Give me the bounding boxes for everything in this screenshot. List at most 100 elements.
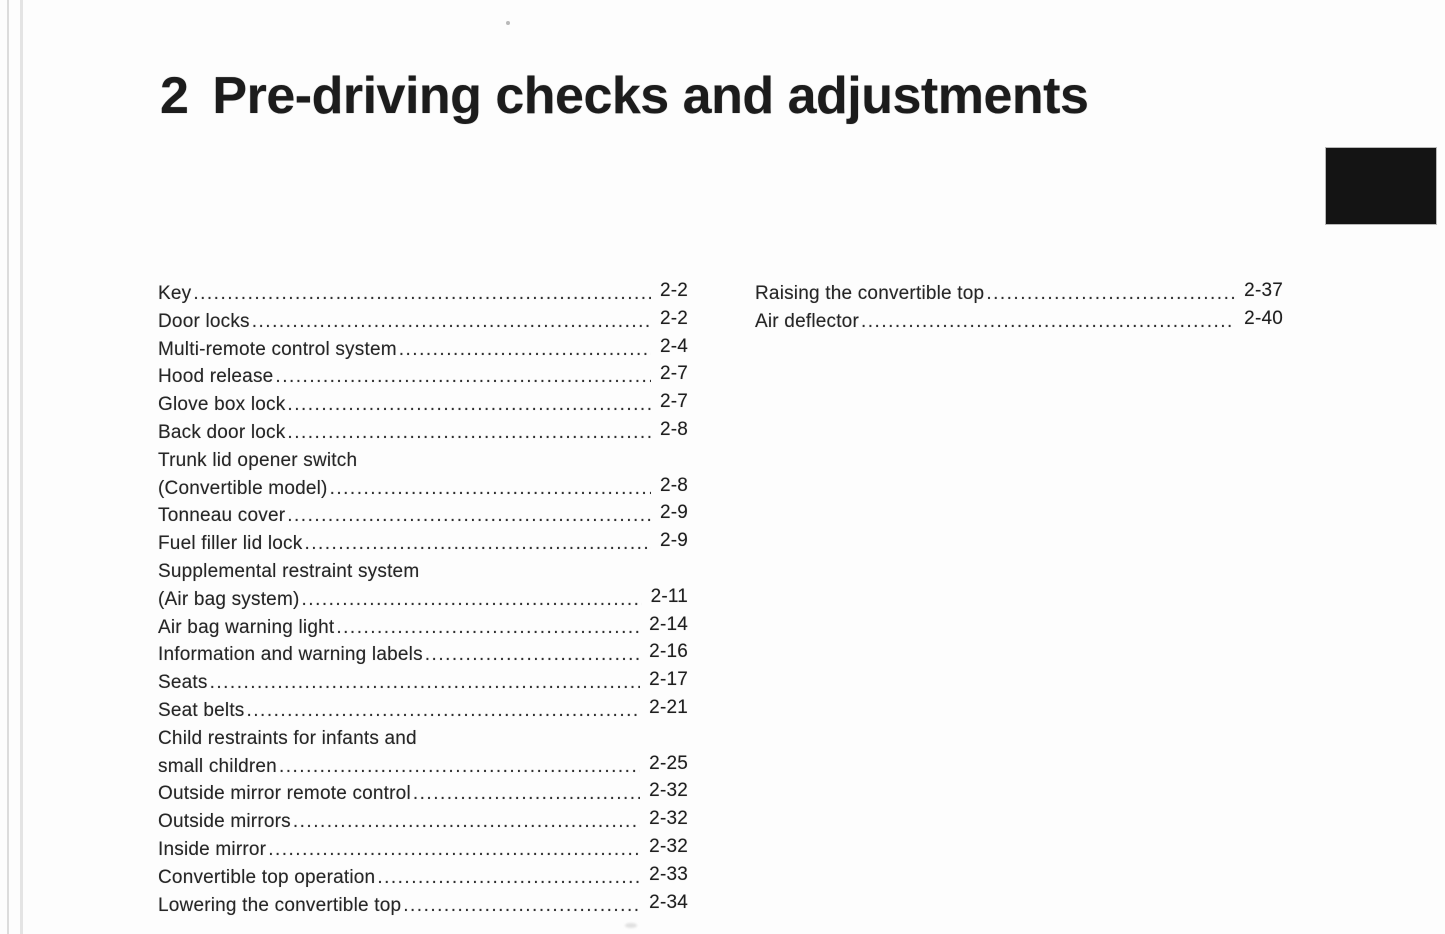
toc-entry-line: Trunk lid opener switch [158,447,688,475]
toc-right-column: Raising the convertible top.............… [755,280,1283,336]
dot-leader: ........................................… [278,755,640,777]
toc-entry-line: Outside mirror remote control...........… [158,780,688,808]
dot-leader: ........................................… [304,533,651,555]
toc-label: Fuel filler lid lock [158,533,303,555]
toc-entry: Lowering the convertible top............… [158,892,688,920]
toc-page-number: 2-2 [659,280,688,301]
toc-page-number: 2-9 [659,502,688,524]
toc-page-number: 2-14 [649,613,688,635]
toc-label: Raising the convertible top [755,283,985,304]
toc-entry-line: (Convertible model).....................… [158,475,688,503]
toc-entry: Air deflector...........................… [755,308,1283,336]
toc-entry: Tonneau cover...........................… [158,502,688,530]
toc-page-number: 2-16 [649,641,688,663]
dot-leader: ........................................… [986,283,1236,304]
toc-label: Glove box lock [158,394,286,416]
toc-page-number: 2-33 [649,863,688,885]
dot-leader: ........................................… [329,477,651,499]
dot-leader: ........................................… [424,644,641,666]
toc-page-number: 2-37 [1244,280,1283,301]
toc-entry: Supplemental restraint system (Air bag sy… [158,558,688,614]
toc-label: Seat belts [158,699,245,721]
toc-page-number: 2-32 [649,835,688,857]
toc-entry: Multi-remote control system.............… [158,336,688,364]
toc-page-number: 2-7 [659,363,688,385]
toc-entry-line: Lowering the convertible top............… [158,892,688,920]
dot-leader: ........................................… [287,394,651,416]
toc-entry-line: (Air bag system)........................… [158,586,688,614]
toc-label: Back door lock [158,421,286,443]
toc-page-number: 2-17 [649,669,688,691]
toc-label: Door locks [158,310,250,332]
toc-entry-line: Glove box lock..........................… [158,391,688,419]
toc-left-column: Key.....................................… [158,280,688,919]
dot-leader: ........................................… [403,894,641,916]
dot-leader: ........................................… [412,783,641,805]
toc-entry-line: Supplemental restraint system [158,558,688,586]
toc-entry: Door locks..............................… [158,308,688,336]
toc-entry-line: Inside mirror...........................… [158,836,688,864]
toc-entry: Glove box lock..........................… [158,391,688,419]
toc-page-number: 2-9 [659,530,688,552]
dot-leader: ........................................… [301,588,642,610]
toc-label: Convertible top operation [158,866,376,888]
scan-artifact-smudge [625,923,637,928]
dot-leader: ........................................… [860,310,1236,332]
toc-page-number: 2-25 [649,752,688,774]
dot-leader: ........................................… [268,838,641,860]
toc-label: Multi-remote control system [158,338,397,360]
chapter-title-text: Pre-driving checks and adjustments [212,67,1089,125]
dot-leader: ........................................… [287,505,651,527]
page-title: 2 Pre-driving checks and adjustments [160,66,1089,126]
dot-leader: ........................................… [336,616,640,638]
dot-leader: ........................................… [275,366,651,388]
toc-label: Key [158,283,192,304]
toc-entry-line: Air bag warning light...................… [158,614,688,642]
toc-label: Air bag warning light [158,616,335,638]
toc-label: Supplemental restraint system [158,560,420,582]
toc-entry: Inside mirror...........................… [158,836,688,864]
toc-page-number: 2-40 [1244,307,1283,329]
toc-page-number: 2-7 [659,391,688,413]
toc-page-number: 2-34 [649,891,688,913]
toc-entry-line: Seats...................................… [158,669,688,697]
toc-label: Hood release [158,366,274,388]
toc-label: Inside mirror [158,838,267,860]
toc-entry: Back door lock..........................… [158,419,688,447]
chapter-index-tab [1325,147,1437,225]
scan-artifact-dot [506,21,510,25]
toc-entry-line: Fuel filler lid lock....................… [158,530,688,558]
toc-entry-line: Door locks..............................… [158,308,688,336]
toc-entry-line: Hood release............................… [158,363,688,391]
toc-label: small children [158,755,277,777]
dot-leader: ........................................… [398,338,651,360]
chapter-number: 2 [160,67,189,125]
toc-entry-line: small children..........................… [158,753,688,781]
toc-page-number: 2-11 [650,585,688,607]
toc-label: Information and warning labels [158,644,423,666]
toc-entry-line: Seat belts..............................… [158,697,688,725]
toc-label: (Convertible model) [158,477,328,499]
toc-page-number: 2-32 [649,808,688,830]
toc-page-number: 2-8 [659,418,688,440]
toc-label: Trunk lid opener switch [158,449,358,471]
toc-entry: Raising the convertible top.............… [755,280,1283,308]
toc-entry: Child restraints for infants and small ch… [158,725,688,781]
toc-label: Outside mirror remote control [158,783,411,805]
page-binding-edge-inner [20,0,23,934]
toc-entry: Air bag warning light...................… [158,614,688,642]
toc-label: Seats [158,672,208,694]
toc-entry: Convertible top operation...............… [158,864,688,892]
toc-entry-line: Outside mirrors.........................… [158,808,688,836]
toc-entry: Seats...................................… [158,669,688,697]
toc-label: Tonneau cover [158,505,286,527]
toc-entry: Hood release............................… [158,363,688,391]
toc-entry: Key.....................................… [158,280,688,308]
toc-label: Lowering the convertible top [158,894,402,916]
toc-page-number: 2-4 [659,335,688,357]
dot-leader: ........................................… [377,866,640,888]
dot-leader: ........................................… [292,811,640,833]
toc-label: Child restraints for infants and [158,727,417,749]
toc-entry-line: Multi-remote control system.............… [158,336,688,364]
toc-entry: Information and warning labels..........… [158,641,688,669]
